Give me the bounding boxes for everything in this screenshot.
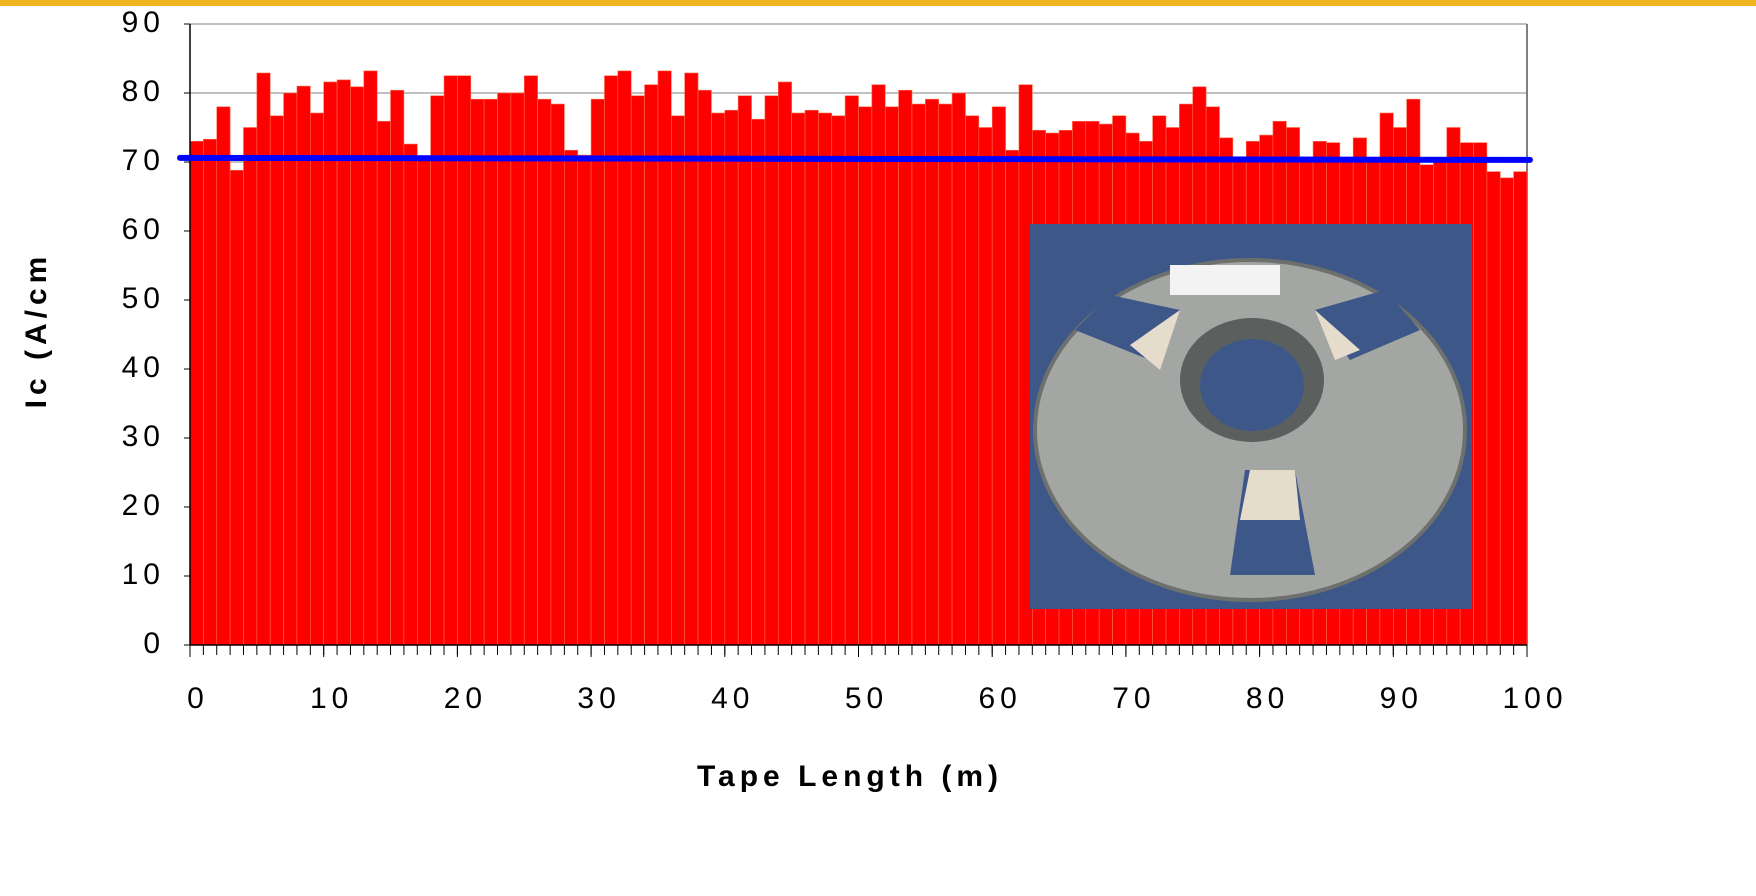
bar bbox=[965, 115, 980, 646]
y-tick-label: 60 bbox=[122, 213, 165, 246]
y-tick-label: 70 bbox=[122, 144, 165, 177]
x-tick-label: 100 bbox=[1502, 682, 1567, 715]
bar bbox=[376, 120, 391, 646]
bar bbox=[403, 143, 418, 646]
x-axis-title: Tape Length (m) bbox=[697, 760, 1003, 793]
bar bbox=[550, 103, 565, 646]
bar bbox=[296, 85, 311, 646]
bar bbox=[831, 115, 846, 646]
bar bbox=[416, 156, 431, 646]
bar bbox=[310, 112, 324, 646]
bar bbox=[537, 98, 552, 646]
bar bbox=[884, 106, 899, 646]
bar bbox=[564, 149, 579, 646]
bar bbox=[697, 89, 712, 646]
bar bbox=[243, 127, 258, 646]
bar bbox=[590, 98, 605, 646]
bar bbox=[336, 79, 351, 646]
bar bbox=[858, 106, 873, 646]
bar bbox=[711, 112, 726, 646]
x-tick-label: 80 bbox=[1246, 682, 1289, 715]
x-tick-label: 40 bbox=[711, 682, 754, 715]
x-tick-label: 50 bbox=[845, 682, 888, 715]
y-tick-label: 90 bbox=[122, 6, 165, 39]
bar bbox=[898, 89, 913, 646]
bar bbox=[1513, 171, 1528, 646]
bar bbox=[510, 92, 525, 646]
bar bbox=[430, 95, 445, 646]
y-tick-label: 30 bbox=[122, 420, 165, 453]
bar bbox=[497, 92, 512, 646]
y-tick-label: 50 bbox=[122, 282, 165, 315]
bar bbox=[189, 141, 204, 646]
x-tick-label: 20 bbox=[444, 682, 487, 715]
bar bbox=[777, 81, 792, 646]
bar bbox=[764, 95, 779, 646]
bar bbox=[350, 86, 365, 646]
bar bbox=[1005, 149, 1020, 646]
y-axis-title: Ic (A/cm bbox=[20, 252, 53, 409]
x-tick-label: 70 bbox=[1112, 682, 1155, 715]
bar bbox=[216, 106, 231, 646]
bar bbox=[991, 106, 1006, 646]
bar bbox=[818, 112, 833, 646]
bar bbox=[470, 98, 485, 646]
bar bbox=[724, 109, 739, 646]
x-tick-label: 10 bbox=[310, 682, 353, 715]
bar bbox=[483, 98, 498, 646]
bar bbox=[229, 169, 244, 646]
bar bbox=[791, 112, 806, 646]
bar bbox=[630, 95, 645, 646]
bar bbox=[925, 98, 940, 646]
x-tick-label: 60 bbox=[979, 682, 1022, 715]
bar bbox=[1473, 142, 1488, 646]
y-tick-label: 10 bbox=[122, 558, 165, 591]
x-tick-label: 90 bbox=[1380, 682, 1423, 715]
x-tick-label: 0 bbox=[187, 682, 209, 715]
bar bbox=[751, 118, 766, 646]
y-tick-label: 20 bbox=[122, 489, 165, 522]
bar bbox=[911, 103, 926, 646]
bar bbox=[269, 115, 284, 646]
bar bbox=[938, 103, 953, 646]
bar bbox=[390, 89, 405, 646]
bar bbox=[577, 154, 592, 646]
bar bbox=[644, 84, 659, 646]
inset-photo bbox=[1030, 224, 1472, 609]
top-band bbox=[0, 0, 1756, 6]
bar bbox=[951, 92, 966, 646]
x-tick-label: 30 bbox=[577, 682, 620, 715]
y-tick-label: 80 bbox=[122, 75, 165, 108]
y-tick-label: 40 bbox=[122, 351, 165, 384]
bar bbox=[978, 127, 993, 646]
bar bbox=[1486, 171, 1501, 646]
bar bbox=[283, 92, 298, 646]
bar bbox=[671, 115, 685, 646]
reference-line bbox=[177, 154, 1533, 163]
bar bbox=[737, 95, 752, 646]
bar bbox=[1499, 177, 1514, 646]
bar bbox=[203, 138, 218, 646]
y-tick-label: 0 bbox=[143, 627, 165, 660]
bar bbox=[323, 81, 338, 646]
bar bbox=[844, 95, 859, 646]
bar bbox=[804, 109, 819, 646]
bar bbox=[871, 84, 886, 646]
